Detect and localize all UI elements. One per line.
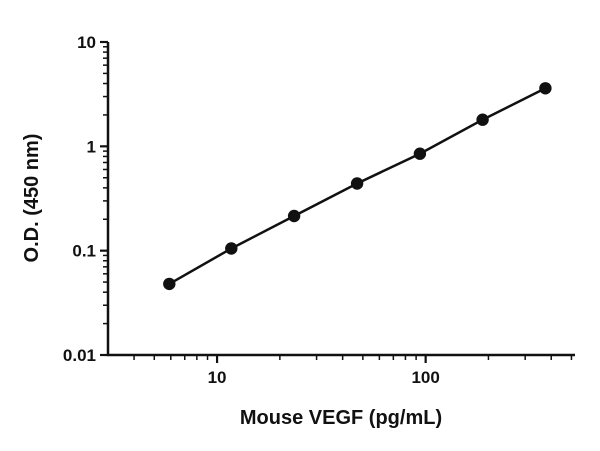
data-point [225, 242, 238, 255]
y-tick-label: 1 [87, 137, 96, 156]
x-tick-label: 10 [208, 368, 227, 387]
y-axis-title: O.D. (450 nm) [21, 134, 43, 263]
data-point [163, 277, 176, 291]
y-tick-label: 0.1 [72, 242, 96, 261]
series-group [163, 82, 552, 291]
x-axis-title: Mouse VEGF (pg/mL) [240, 407, 442, 429]
x-tick-label: 100 [411, 368, 439, 387]
data-point [539, 82, 552, 95]
data-point [476, 113, 489, 126]
axes: 10 100 0.01 0.1 1 10 [63, 33, 575, 387]
y-tick-label: 0.01 [63, 346, 96, 365]
data-point [350, 177, 364, 190]
data-point [287, 209, 301, 223]
axis-spines [106, 42, 575, 357]
y-tick-label: 10 [77, 33, 96, 52]
data-point [413, 147, 427, 160]
